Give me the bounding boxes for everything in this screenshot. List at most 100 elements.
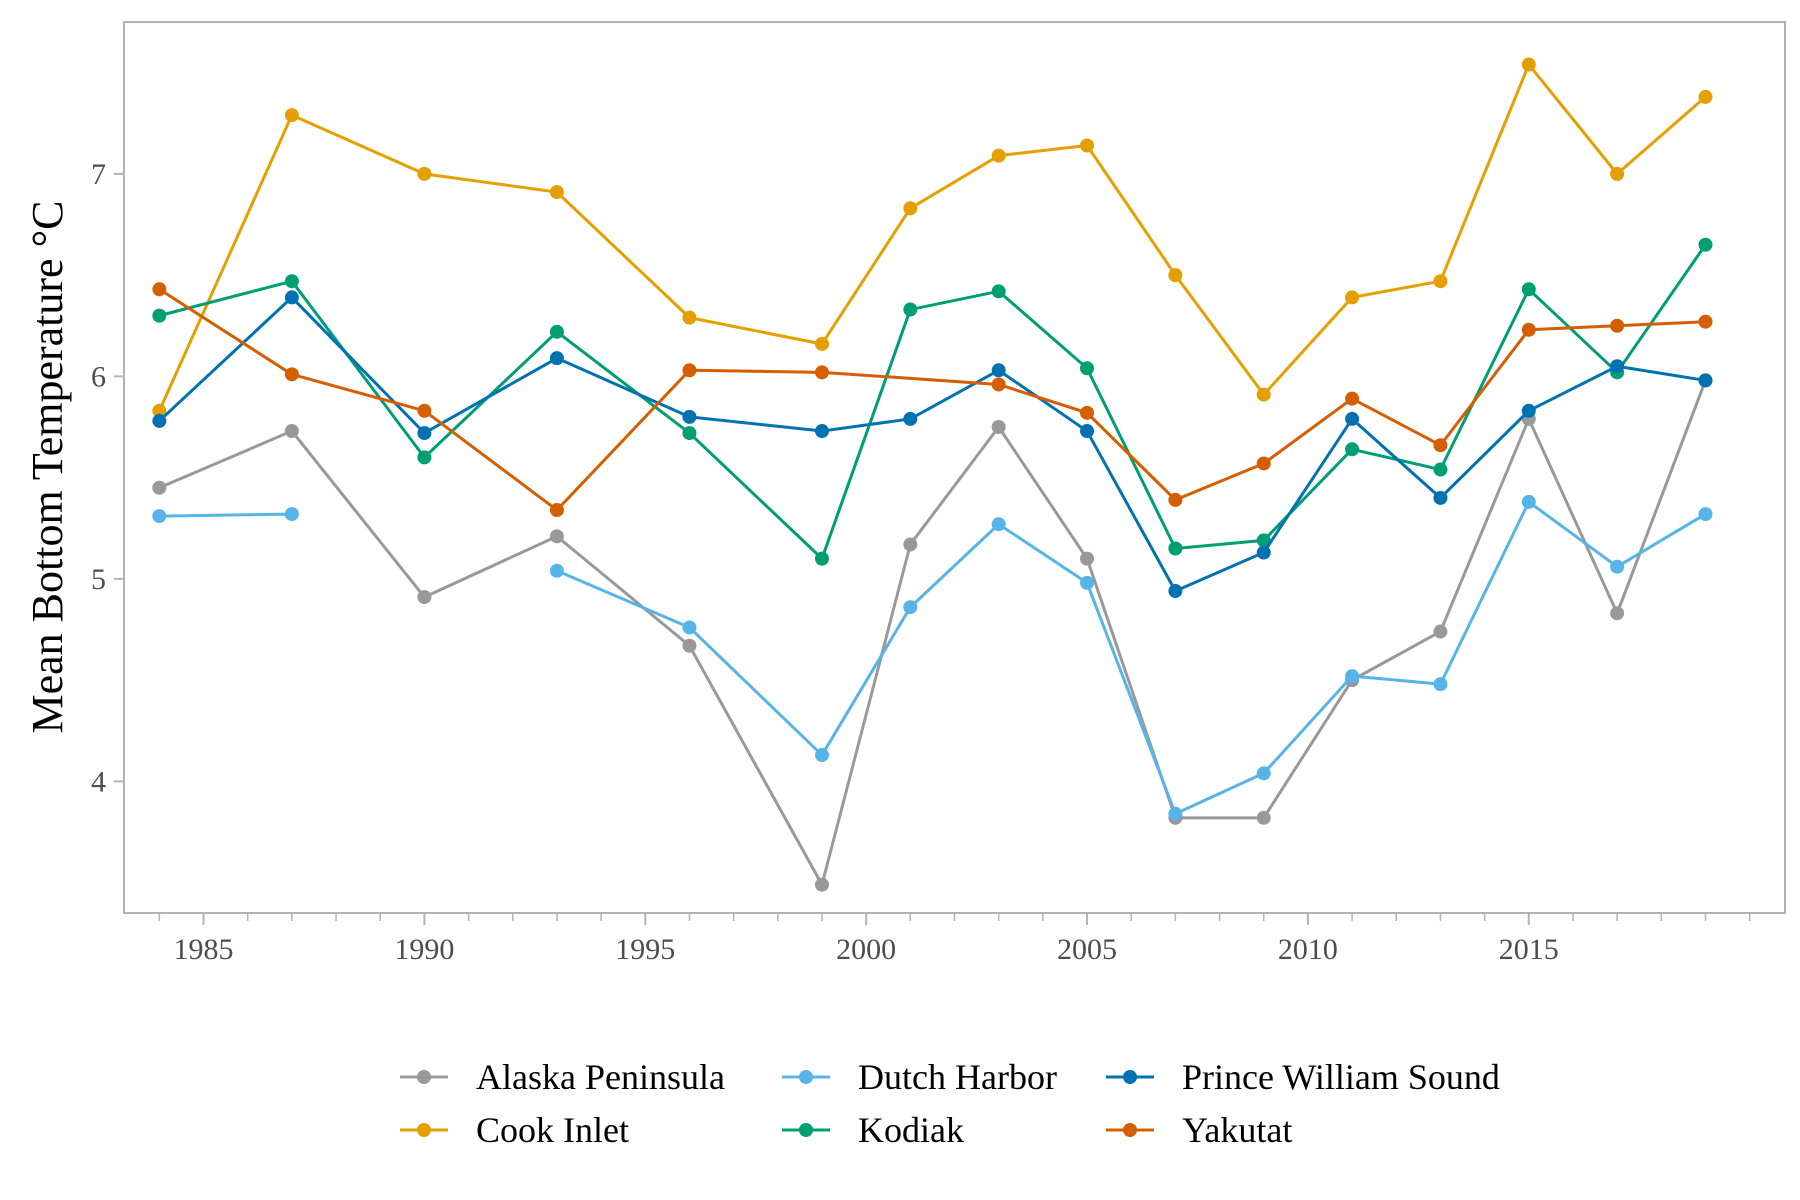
series-line [556,500,1707,816]
data-point [1080,551,1095,566]
data-point [284,367,299,382]
data-point [682,363,697,378]
legend-key-point [1123,1070,1137,1084]
data-point [991,377,1006,392]
data-point [1080,424,1095,439]
data-point [1698,237,1713,252]
series-line [158,379,1707,887]
data-point [549,185,564,200]
data-point [1080,575,1095,590]
data-point [1256,766,1271,781]
data-point [1345,391,1360,406]
legend-label: Yakutat [1182,1110,1292,1150]
x-tick-label: 2010 [1278,933,1338,966]
plot-panel [123,21,1786,914]
data-point [284,424,299,439]
legend-item-prince-william-sound: Prince William Sound [1106,1057,1500,1097]
data-point [1433,462,1448,477]
y-tick-label: 4 [91,765,106,798]
legend: Alaska Peninsula Cook Inlet Dutch Harbor Ko… [400,1057,1500,1150]
series-line [157,63,1707,412]
data-point [814,551,829,566]
data-point [1168,492,1183,507]
data-point [991,148,1006,163]
data-point [1610,559,1625,574]
data-point [1433,490,1448,505]
series-line [158,295,1706,593]
data-point [1080,405,1095,420]
data-point [682,409,697,424]
data-point [1168,584,1183,599]
data-point [1521,322,1536,337]
x-tick-label: 1985 [174,933,234,966]
data-point [1698,373,1713,388]
data-point [417,426,432,441]
data-point [1610,359,1625,374]
x-tick-label: 1995 [615,933,675,966]
data-point [1610,606,1625,621]
data-point [1345,442,1360,457]
series-line [159,512,292,518]
data-point [1433,677,1448,692]
data-point [549,529,564,544]
legend-key-point [417,1070,431,1084]
data-point [1256,533,1271,548]
data-point [1256,456,1271,471]
legend-item-cook-inlet: Cook Inlet [400,1110,629,1150]
data-point [152,509,167,524]
data-point [1698,314,1713,329]
data-point [682,426,697,441]
series-prince-william-sound [152,290,1713,599]
data-point [417,403,432,418]
x-tick-label: 1990 [394,933,454,966]
y-axis-title: Mean Bottom Temperature °C [23,200,72,733]
legend-label: Alaska Peninsula [476,1057,725,1097]
data-point [991,363,1006,378]
data-point [1433,438,1448,453]
data-point [152,403,167,418]
data-point [1168,806,1183,821]
legend-label: Dutch Harbor [858,1057,1057,1097]
data-point [152,308,167,323]
series-dutch-harbor [152,494,1713,821]
series-layer [152,57,1713,892]
data-point [1168,268,1183,283]
data-point [284,507,299,522]
data-point [814,336,829,351]
legend-label: Kodiak [858,1110,964,1150]
data-point [1698,507,1713,522]
data-point [1433,274,1448,289]
x-tick-label: 2000 [836,933,896,966]
data-point [417,590,432,605]
data-point [284,274,299,289]
data-point [1610,318,1625,333]
legend-label: Cook Inlet [476,1110,629,1150]
data-point [1521,57,1536,72]
data-point [1610,166,1625,181]
legend-item-dutch-harbor: Dutch Harbor [782,1057,1057,1097]
legend-key-point [799,1123,813,1137]
data-point [1698,89,1713,104]
data-point [152,480,167,495]
x-tick-label: 2015 [1499,933,1559,966]
data-point [549,351,564,366]
data-point [903,600,918,615]
data-point [1521,282,1536,297]
data-point [682,310,697,325]
y-tick-label: 7 [91,158,106,191]
y-tick-label: 5 [91,563,106,596]
data-point [903,201,918,216]
data-point [1521,403,1536,418]
data-point [1521,494,1536,509]
y-tick-label: 6 [91,360,106,393]
legend-item-yakutat: Yakutat [1106,1110,1292,1150]
data-point [814,748,829,763]
data-point [991,517,1006,532]
legend-key-point [799,1070,813,1084]
data-point [152,282,167,297]
data-point [1345,290,1360,305]
data-point [1168,541,1183,556]
data-point [991,284,1006,299]
x-tick-label: 2005 [1057,933,1117,966]
